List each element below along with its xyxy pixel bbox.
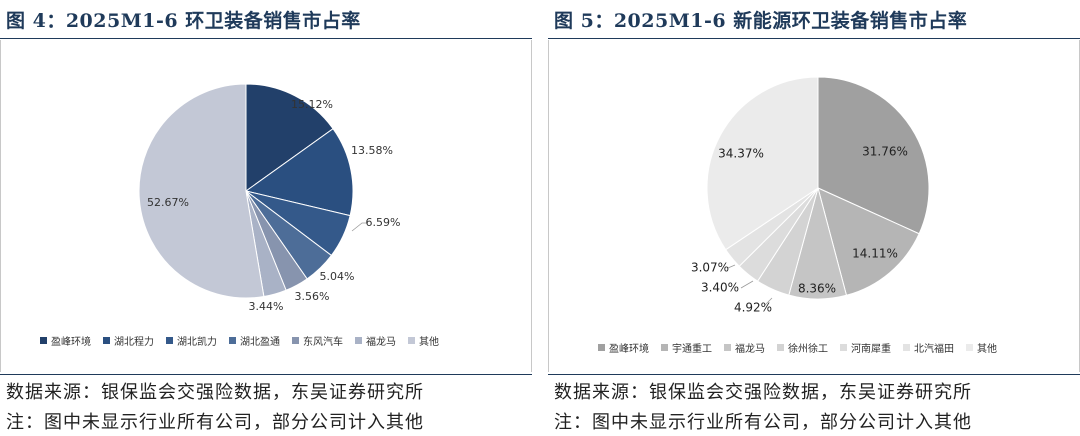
data-label: 8.36% (798, 282, 836, 296)
legend-label: 福龙马 (366, 337, 396, 348)
legend-item: 河南犀重 (840, 340, 891, 355)
legend-swatch (292, 337, 299, 344)
data-label: 3.44% (249, 300, 284, 313)
title-rule (0, 38, 532, 39)
legend-label: 湖北程力 (114, 337, 154, 348)
pie-chart-right: 31.76% 14.11% 8.36% 4.92% 3.40% 3.07% 34.37% (691, 76, 930, 315)
chart-title: 图 5：2025M1-6 新能源环卫装备销售市占率 (554, 10, 968, 32)
legend-swatch (40, 337, 47, 344)
data-label: 6.59% (366, 216, 401, 229)
pie-slice (244, 128, 354, 217)
footer-rule (0, 374, 532, 375)
legend-item: 福龙马 (355, 333, 396, 348)
legend-item: 其他 (408, 333, 439, 348)
pie-slice (245, 83, 334, 192)
legend-swatch (598, 344, 605, 351)
pie-chart-left: 15.12% 13.58% 6.59% 5.04% 3.56% 3.44% 52.67% (138, 83, 401, 313)
leader-line (351, 222, 368, 232)
legend-item: 盈峰环境 (598, 340, 649, 355)
data-label: 13.58% (351, 144, 393, 157)
legend-label: 东风汽车 (303, 337, 343, 348)
legend-label: 宇通重工 (672, 344, 712, 355)
chart-title: 图 4：2025M1-6 环卫装备销售市占率 (6, 10, 361, 32)
legend-left: 盈峰环境 湖北程力 湖北凯力 湖北盈通 东风汽车 福龙马 其他 (40, 333, 439, 348)
data-label: 15.12% (291, 98, 333, 111)
data-label: 5.04% (320, 270, 355, 283)
data-label: 31.76% (862, 145, 908, 159)
chart-panel-right: 图 5：2025M1-6 新能源环卫装备销售市占率 31.76% 14.11% 8.… (548, 0, 1080, 436)
legend-item: 盈峰环境 (40, 333, 91, 348)
legend-item: 徐州徐工 (777, 340, 828, 355)
legend-label: 湖北凯力 (177, 337, 217, 348)
pie-slice (138, 83, 265, 299)
legend-swatch (661, 344, 668, 351)
leader-line (740, 280, 754, 289)
legend-right: 盈峰环境 宇通重工 福龙马 徐州徐工 河南犀重 北汽福田 其他 (598, 340, 997, 355)
legend-swatch (166, 337, 173, 344)
legend-item: 其他 (966, 340, 997, 355)
legend-item: 宇通重工 (661, 340, 712, 355)
legend-swatch (777, 344, 784, 351)
footer-rule (548, 374, 1080, 375)
data-label: 3.40% (701, 281, 739, 295)
legend-swatch (840, 344, 847, 351)
legend-label: 湖北盈通 (240, 337, 280, 348)
legend-swatch (903, 344, 910, 351)
data-label: 34.37% (718, 147, 764, 161)
legend-label: 其他 (977, 344, 997, 355)
title-rule (548, 38, 1080, 39)
legend-swatch (229, 337, 236, 344)
pie-slice (817, 187, 920, 296)
source-note: 数据来源：银保监会交强险数据，东吴证券研究所 (6, 382, 424, 403)
data-label: 3.56% (295, 290, 330, 303)
legend-label: 盈峰环境 (51, 337, 91, 348)
legend-item: 湖北盈通 (229, 333, 280, 348)
data-label: 52.67% (147, 196, 189, 209)
chart-panel-left: 图 4：2025M1-6 环卫装备销售市占率 15.12% 13.58% 6.59%… (0, 0, 532, 436)
source-note: 数据来源：银保监会交强险数据，东吴证券研究所 (554, 382, 972, 403)
data-label: 14.11% (852, 247, 898, 261)
chart-frame (0, 40, 532, 372)
legend-item: 湖北凯力 (166, 333, 217, 348)
data-label: 3.07% (691, 261, 729, 275)
leader-line (764, 297, 773, 306)
legend-label: 盈峰环境 (609, 344, 649, 355)
legend-label: 其他 (419, 337, 439, 348)
legend-item: 湖北程力 (103, 333, 154, 348)
legend-label: 徐州徐工 (788, 344, 828, 355)
data-label: 4.92% (734, 301, 772, 315)
pie-slice (706, 76, 819, 251)
legend-item: 北汽福田 (903, 340, 954, 355)
remark-note: 注：图中未显示行业所有公司，部分公司计入其他 (6, 412, 424, 433)
pie-slice (817, 76, 930, 235)
legend-swatch (408, 337, 415, 344)
leader-line (727, 264, 736, 269)
legend-item: 东风汽车 (292, 333, 343, 348)
legend-swatch (355, 337, 362, 344)
legend-label: 福龙马 (735, 344, 765, 355)
legend-swatch (103, 337, 110, 344)
remark-note: 注：图中未显示行业所有公司，部分公司计入其他 (554, 412, 972, 433)
legend-item: 福龙马 (724, 340, 765, 355)
legend-label: 北汽福田 (914, 344, 954, 355)
legend-swatch (966, 344, 973, 351)
legend-swatch (724, 344, 731, 351)
legend-label: 河南犀重 (851, 344, 891, 355)
